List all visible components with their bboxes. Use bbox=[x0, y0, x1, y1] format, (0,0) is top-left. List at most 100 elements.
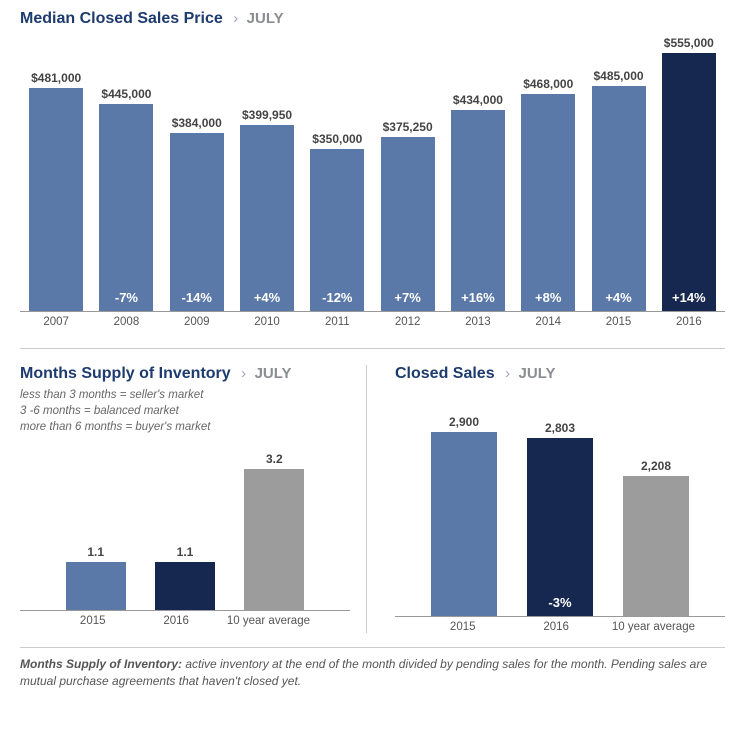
inventory-subtext-line: 3 -6 months = balanced market bbox=[20, 403, 350, 419]
bar: -14% bbox=[170, 133, 224, 311]
bar: +16% bbox=[451, 110, 505, 312]
inventory-chart: 1.1 1.1 3.2 bbox=[20, 441, 350, 611]
closed-sales-month: JULY bbox=[519, 365, 556, 382]
bar-value-label: 2,803 bbox=[545, 421, 575, 435]
bar-value-label: $434,000 bbox=[453, 93, 503, 107]
bar-pct-label: -14% bbox=[182, 290, 212, 311]
bar-slot: $555,000 +14% bbox=[657, 36, 721, 311]
bar-slot: $399,950 +4% bbox=[235, 108, 299, 311]
median-price-title: Median Closed Sales Price bbox=[20, 10, 223, 27]
bar-slot: 3.2 bbox=[239, 452, 310, 610]
bar-slot: $350,000 -12% bbox=[305, 132, 369, 312]
bar-pct-label: +4% bbox=[605, 290, 631, 311]
bar: +8% bbox=[521, 94, 575, 311]
median-price-title-row: Median Closed Sales Price › JULY bbox=[20, 10, 725, 28]
section-divider bbox=[20, 647, 725, 648]
section-divider bbox=[20, 348, 725, 349]
closed-sales-title-row: Closed Sales › JULY bbox=[395, 365, 725, 383]
x-axis-label: 2013 bbox=[446, 316, 510, 328]
x-axis-label: 2011 bbox=[305, 316, 369, 328]
x-axis-label: 2015 bbox=[60, 615, 125, 627]
bar-value-label: 2,208 bbox=[641, 459, 671, 473]
bar-value-label: $350,000 bbox=[312, 132, 362, 146]
x-axis-label: 2009 bbox=[165, 316, 229, 328]
bar: +4% bbox=[592, 86, 646, 311]
bar bbox=[431, 432, 497, 616]
bar-pct-label: +16% bbox=[461, 290, 495, 311]
bar bbox=[244, 469, 304, 610]
closed-sales-title: Closed Sales bbox=[395, 365, 495, 382]
x-axis-label: 2014 bbox=[516, 316, 580, 328]
bar bbox=[155, 562, 215, 611]
median-price-month: JULY bbox=[247, 10, 284, 27]
bar-pct-label: -7% bbox=[115, 290, 138, 311]
bar-pct-label: -3% bbox=[548, 595, 571, 616]
x-axis-label: 2016 bbox=[518, 621, 593, 633]
chevron-icon: › bbox=[233, 10, 238, 27]
closed-sales-chart: 2,900 2,803 -3% 2,208 bbox=[395, 407, 725, 617]
bar-value-label: $399,950 bbox=[242, 108, 292, 122]
bar-value-label: $445,000 bbox=[101, 87, 151, 101]
x-axis-label: 2016 bbox=[143, 615, 208, 627]
x-axis-label: 10 year average bbox=[612, 621, 695, 633]
chevron-icon: › bbox=[505, 365, 510, 382]
bar-pct-label: +4% bbox=[254, 290, 280, 311]
x-axis-label: 2015 bbox=[425, 621, 500, 633]
inventory-subtext: less than 3 months = seller's market3 -6… bbox=[20, 387, 350, 435]
bar: +7% bbox=[381, 137, 435, 311]
bar-value-label: $555,000 bbox=[664, 36, 714, 50]
x-axis-label: 2010 bbox=[235, 316, 299, 328]
median-price-xlabels: 2007 2008 2009 2010 2011 2012 2013 2014 2015 2016 bbox=[20, 312, 725, 328]
bar-slot: $481,000 bbox=[24, 71, 88, 311]
bar-pct-label: -12% bbox=[322, 290, 352, 311]
bar: -12% bbox=[310, 149, 364, 312]
inventory-subtext-line: less than 3 months = seller's market bbox=[20, 387, 350, 403]
bar-slot: $468,000 +8% bbox=[516, 77, 580, 311]
inventory-subtext-line: more than 6 months = buyer's market bbox=[20, 419, 350, 435]
bar-value-label: 3.2 bbox=[266, 452, 283, 466]
lower-row: Months Supply of Inventory › JULY less t… bbox=[20, 365, 725, 633]
bar-value-label: 2,900 bbox=[449, 415, 479, 429]
bar-value-label: $375,250 bbox=[383, 120, 433, 134]
median-price-section: Median Closed Sales Price › JULY $481,00… bbox=[20, 10, 725, 328]
bar-slot: 2,900 bbox=[425, 415, 503, 616]
bar-value-label: $468,000 bbox=[523, 77, 573, 91]
x-axis-label: 2015 bbox=[586, 316, 650, 328]
chevron-icon: › bbox=[241, 365, 246, 382]
inventory-title-row: Months Supply of Inventory › JULY bbox=[20, 365, 350, 383]
bar-value-label: $485,000 bbox=[593, 69, 643, 83]
x-axis-label: 2016 bbox=[657, 316, 721, 328]
bar bbox=[623, 476, 689, 616]
inventory-panel: Months Supply of Inventory › JULY less t… bbox=[20, 365, 366, 633]
x-axis-label: 2012 bbox=[375, 316, 439, 328]
x-axis-label: 10 year average bbox=[227, 615, 310, 627]
bar: -7% bbox=[99, 104, 153, 311]
bar-value-label: $384,000 bbox=[172, 116, 222, 130]
bar bbox=[29, 88, 83, 311]
bar-slot: 2,803 -3% bbox=[521, 421, 599, 616]
bar: +14% bbox=[662, 53, 716, 311]
bar-slot: $445,000 -7% bbox=[94, 87, 158, 311]
bar-value-label: $481,000 bbox=[31, 71, 81, 85]
bar-slot: 2,208 bbox=[617, 459, 695, 616]
bar: +4% bbox=[240, 125, 294, 311]
closed-sales-xlabels: 2015 2016 10 year average bbox=[395, 617, 725, 633]
bar-slot: 1.1 bbox=[149, 545, 220, 611]
bar-pct-label: +14% bbox=[672, 290, 706, 311]
inventory-title: Months Supply of Inventory bbox=[20, 365, 231, 382]
bar-slot: $384,000 -14% bbox=[165, 116, 229, 311]
median-price-chart: $481,000 $445,000 -7% $384,000 -14% $399,950 +… bbox=[20, 32, 725, 312]
inventory-month: JULY bbox=[255, 365, 292, 382]
x-axis-label: 2007 bbox=[24, 316, 88, 328]
bar-slot: $375,250 +7% bbox=[375, 120, 439, 311]
footnote-bold: Months Supply of Inventory: bbox=[20, 657, 182, 671]
bar-slot: $485,000 +4% bbox=[586, 69, 650, 311]
inventory-xlabels: 2015 2016 10 year average bbox=[20, 611, 350, 627]
x-axis-label: 2008 bbox=[94, 316, 158, 328]
footnote: Months Supply of Inventory: active inven… bbox=[20, 656, 725, 690]
bar bbox=[66, 562, 126, 611]
bar-value-label: 1.1 bbox=[87, 545, 104, 559]
bar: -3% bbox=[527, 438, 593, 616]
bar-pct-label: +7% bbox=[394, 290, 420, 311]
closed-sales-panel: Closed Sales › JULY 2,900 2,803 -3% 2,208 2… bbox=[366, 365, 725, 633]
